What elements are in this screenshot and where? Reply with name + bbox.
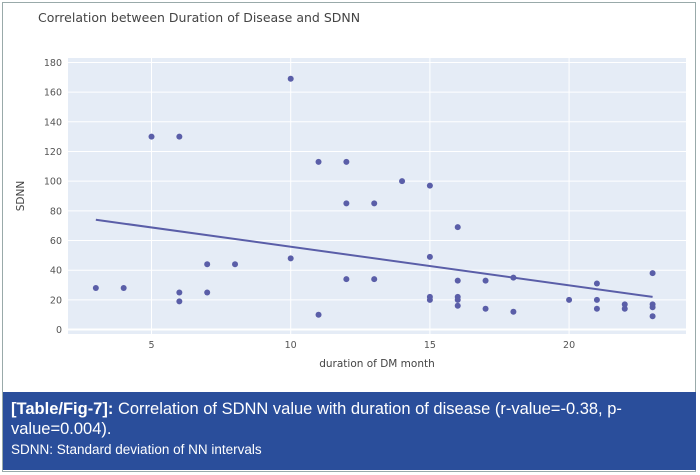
y-tick-label: 140 <box>44 117 62 128</box>
caption-text: Correlation of SDNN value with duration … <box>11 400 622 438</box>
data-point <box>593 280 600 287</box>
trendline <box>95 218 653 298</box>
y-tick-label: 40 <box>50 266 62 277</box>
data-point <box>176 298 183 305</box>
plot-area <box>68 58 686 334</box>
data-point <box>454 296 461 303</box>
x-tick-label: 10 <box>285 340 297 351</box>
data-point <box>204 261 211 268</box>
data-point <box>120 285 127 291</box>
x-tick-label: 20 <box>563 340 575 351</box>
chart-title: Correlation between Duration of Disease … <box>38 10 361 25</box>
data-point <box>176 133 183 140</box>
data-point <box>204 289 211 296</box>
data-point <box>454 224 461 231</box>
x-axis-label: duration of DM month <box>319 358 435 370</box>
data-point <box>232 261 239 268</box>
data-point <box>454 302 461 309</box>
data-point <box>426 253 433 260</box>
data-point <box>343 200 350 207</box>
data-point <box>510 274 517 281</box>
y-tick-label: 160 <box>44 88 62 99</box>
figure-caption: [Table/Fig-7]: Correlation of SDNN value… <box>3 392 696 470</box>
data-point <box>399 178 406 185</box>
x-tick-label: 5 <box>148 340 154 351</box>
data-point <box>482 305 489 312</box>
data-point <box>148 133 155 140</box>
y-tick-label: 20 <box>50 295 62 306</box>
caption-note: SDNN: Standard deviation of NN intervals <box>11 442 262 457</box>
data-point <box>649 313 656 320</box>
data-point <box>510 308 517 315</box>
data-point <box>621 301 628 308</box>
data-point <box>454 277 461 284</box>
y-tick-label: 60 <box>50 236 62 247</box>
data-point <box>649 304 656 311</box>
data-point <box>176 289 183 296</box>
scatter-chart: 0 20 40 60 80 100 120 140 160 180 5 10 15 20 duration … <box>15 58 686 370</box>
data-point <box>315 311 322 318</box>
y-tick-label: 0 <box>56 325 62 336</box>
caption-label: [Table/Fig-7]: <box>11 400 114 418</box>
data-point <box>287 75 294 82</box>
data-point <box>287 255 294 262</box>
data-point <box>343 276 350 283</box>
data-point <box>621 305 628 312</box>
data-point <box>315 158 322 165</box>
y-tick-label: 100 <box>44 177 62 188</box>
data-point <box>343 158 350 165</box>
data-point <box>92 285 99 291</box>
data-point <box>593 305 600 312</box>
data-point <box>371 276 378 283</box>
y-tick-label: 180 <box>44 58 62 69</box>
x-tick-label: 15 <box>424 340 436 351</box>
y-tick-label: 120 <box>44 147 62 158</box>
data-point <box>566 296 573 303</box>
data-point <box>649 270 656 277</box>
y-axis-label: SDNN <box>15 181 27 211</box>
data-point <box>593 296 600 303</box>
data-point <box>371 200 378 207</box>
data-point <box>482 277 489 284</box>
y-tick-label: 80 <box>50 206 62 217</box>
data-point <box>426 296 433 303</box>
data-point <box>426 182 433 189</box>
